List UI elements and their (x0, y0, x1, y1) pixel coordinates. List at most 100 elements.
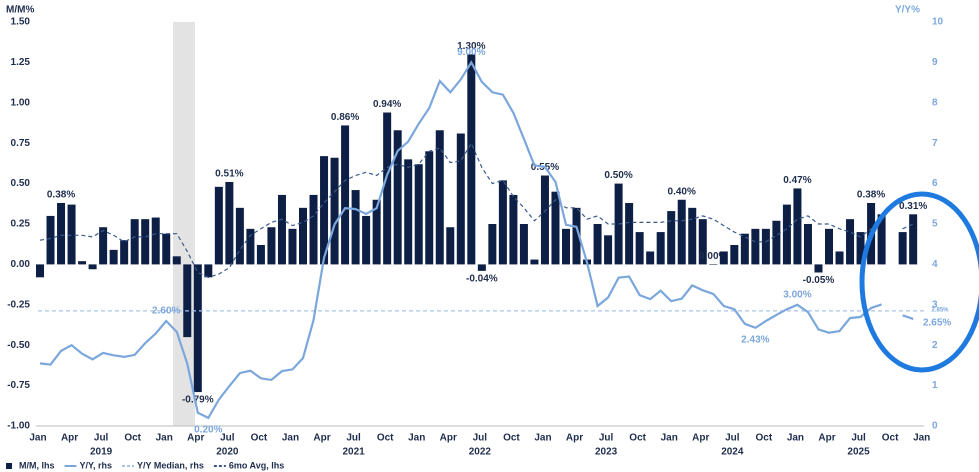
bar (593, 224, 602, 265)
x-tick-label: Oct (251, 433, 268, 444)
y2-axis-title: Y/Y% (895, 5, 920, 16)
y2-tick-label: 1 (932, 380, 938, 391)
bar-label: 0.50% (604, 170, 632, 181)
y2-tick-label: 10 (932, 17, 944, 28)
x-tick-label: Jan (534, 433, 551, 444)
bar (740, 233, 749, 265)
line-label: 2.43% (741, 334, 769, 345)
x-tick-label: Jan (156, 433, 173, 444)
bar (372, 199, 381, 265)
bar (467, 54, 476, 265)
x-tick-label: Jul (346, 433, 361, 444)
yy-line (39, 60, 914, 420)
bar (299, 207, 307, 265)
bar (88, 264, 97, 270)
bar (362, 215, 371, 265)
y-tick-label: 1.00 (11, 97, 31, 108)
bar-label: 1.30% (457, 41, 485, 52)
bar (793, 188, 802, 265)
bar-label: 0.47% (783, 175, 811, 186)
bar (172, 256, 181, 265)
bar (803, 224, 812, 265)
bar (730, 245, 739, 265)
bar (341, 125, 350, 265)
bar (677, 199, 686, 265)
bar (446, 227, 455, 265)
x-tick-label: Apr (566, 433, 583, 444)
bar-label: 0.31% (899, 201, 927, 212)
bar (562, 228, 570, 265)
x-tick-label: Apr (187, 433, 204, 444)
bar (46, 215, 55, 265)
bar (835, 251, 844, 265)
x-tick-label: Apr (313, 433, 330, 444)
y-tick-label: -0.25 (7, 299, 30, 310)
x-tick-label: Oct (756, 433, 773, 444)
bar (78, 261, 87, 265)
y-tick-label: 0.25 (11, 219, 31, 230)
bar (351, 190, 360, 265)
bar (235, 207, 244, 265)
y-tick-label: 0.50 (11, 178, 31, 189)
x-tick-label: Oct (629, 433, 646, 444)
bar (646, 251, 655, 265)
bar (288, 228, 297, 265)
bar (435, 130, 444, 265)
y-tick-label: -1.00 (7, 421, 30, 432)
bar (772, 220, 781, 265)
bar-label: 0.00% (699, 251, 727, 262)
bar (204, 264, 213, 278)
bar (782, 204, 791, 265)
line-label: 3.00% (783, 289, 811, 300)
legend-label: Y/Y, rhs (80, 460, 113, 470)
bar (151, 217, 160, 265)
line-label: 9.00% (457, 47, 485, 58)
bar (604, 235, 613, 265)
y2-tick-label: 2 (932, 340, 938, 351)
bar (414, 164, 423, 265)
bar (846, 219, 855, 265)
x-tick-label: Oct (124, 433, 141, 444)
bar (320, 156, 329, 265)
bar (751, 228, 760, 265)
year-label: 2023 (595, 447, 618, 458)
bar (540, 175, 549, 265)
x-tick-label: Apr (692, 433, 709, 444)
year-label: 2020 (216, 447, 239, 458)
year-label: 2022 (469, 447, 492, 458)
bar-label: -0.04% (466, 274, 498, 285)
line-label: 2.60% (152, 306, 180, 317)
y2-tick-label: 9 (932, 57, 938, 68)
y-tick-label: 1.25 (11, 57, 31, 68)
bar (162, 233, 171, 265)
bar (667, 211, 676, 265)
bar-label: -0.79% (182, 395, 214, 406)
y-tick-label: -0.75 (7, 380, 30, 391)
bar (120, 240, 129, 265)
x-tick-label: Jan (913, 433, 930, 444)
x-tick-label: Apr (818, 433, 835, 444)
bar (225, 181, 234, 265)
y2-tick-label: 8 (932, 97, 938, 108)
bar (256, 245, 265, 265)
y2-tick-label: 7 (932, 138, 938, 149)
bar (267, 227, 276, 265)
bar-label: 0.38% (47, 190, 75, 201)
bar-label: 0.51% (215, 169, 243, 180)
bar (635, 232, 644, 265)
bar (277, 194, 286, 265)
bar (67, 204, 76, 265)
x-tick-label: Jul (599, 433, 614, 444)
bar (825, 228, 833, 265)
x-tick-label: Jul (851, 433, 866, 444)
bar (898, 232, 907, 265)
x-tick-label: Jan (29, 433, 46, 444)
y2-tick-label: 3 (932, 299, 938, 310)
x-tick-label: Oct (503, 433, 520, 444)
x-tick-label: Jan (408, 433, 425, 444)
x-tick-label: Oct (377, 433, 394, 444)
x-tick-label: Apr (61, 433, 78, 444)
bar (909, 214, 918, 265)
bar (625, 202, 634, 265)
